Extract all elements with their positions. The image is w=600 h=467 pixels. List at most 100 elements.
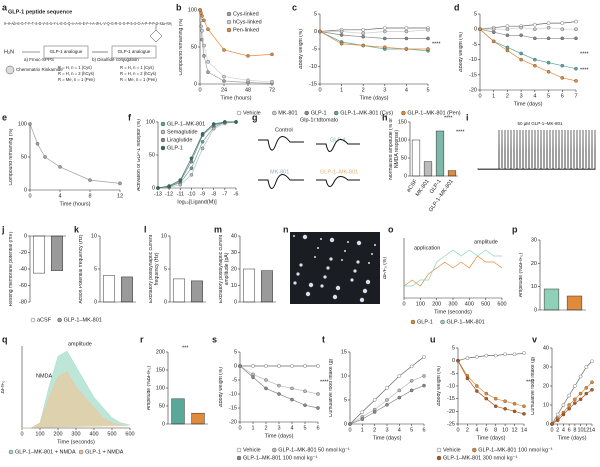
data-point bbox=[264, 386, 268, 391]
data-point bbox=[493, 353, 498, 358]
panel-letter: u bbox=[430, 334, 436, 344]
series-line bbox=[319, 31, 428, 39]
y-tick-label: 0 bbox=[234, 299, 237, 305]
cell bbox=[344, 250, 346, 252]
g-title: Glp-1r:tdtomato bbox=[300, 117, 338, 123]
y-axis-label: Cumulative food intake (g) bbox=[329, 358, 334, 418]
y-tick-label: 5 bbox=[474, 11, 477, 17]
analogue-box bbox=[43, 45, 89, 59]
y-tick-label: 150 bbox=[156, 367, 165, 373]
y-tick-label: 5 bbox=[452, 345, 455, 351]
x-tick-label: 2 bbox=[373, 427, 376, 433]
y-tick-label: -80 bbox=[19, 299, 27, 305]
panel-letter: v bbox=[532, 334, 537, 344]
cell bbox=[350, 278, 354, 282]
x-tick-label: 2 bbox=[362, 87, 365, 93]
x-tick-label: 5 bbox=[426, 87, 429, 93]
data-point bbox=[546, 21, 551, 25]
data-point bbox=[316, 406, 320, 410]
y-axis-label: ΔBody weight (%) bbox=[299, 29, 304, 69]
data-point bbox=[505, 33, 510, 38]
y-tick-label: -10 bbox=[309, 64, 317, 70]
resin-bead bbox=[5, 65, 15, 75]
legend-label: Pen-linked bbox=[233, 27, 259, 33]
y-axis-label: Amplitude (%ΔF/F₀) bbox=[147, 365, 152, 411]
legend-label: GLP-1–MK-801 (Cys) bbox=[340, 110, 393, 116]
y-tick-label: 100 bbox=[18, 121, 27, 127]
y-tick-label: 100 bbox=[146, 119, 155, 125]
y-axis-label-box: ΔF/F₀ (%) bbox=[383, 257, 388, 279]
structure bbox=[149, 24, 163, 43]
data-point bbox=[533, 27, 537, 31]
x-tick-label: 6 bbox=[568, 427, 571, 433]
data-point bbox=[189, 166, 194, 170]
legend-marker bbox=[160, 137, 166, 143]
cell bbox=[317, 247, 319, 249]
data-point bbox=[584, 365, 589, 369]
x-tick-label: -8 bbox=[211, 191, 216, 197]
data-point bbox=[303, 364, 307, 368]
data-point bbox=[590, 388, 594, 392]
x-axis-label: Time (seconds) bbox=[57, 439, 95, 445]
data-point bbox=[43, 155, 47, 159]
data-point bbox=[561, 403, 566, 407]
x-axis-label: log₁₀[Ligand(M)] bbox=[177, 199, 217, 205]
series-line bbox=[479, 28, 576, 39]
y-axis-label: Normalized amplitude (% of NMDA response… bbox=[389, 118, 400, 180]
y-tick-label: 30 bbox=[543, 364, 549, 370]
annotation: *** bbox=[182, 345, 189, 351]
data-point bbox=[465, 376, 470, 381]
cell bbox=[368, 262, 370, 264]
legend-marker bbox=[226, 11, 232, 17]
legend-label: GLP-1–MK-801 100 nmol kg⁻¹ bbox=[243, 455, 318, 461]
data-point bbox=[290, 397, 294, 402]
data-point bbox=[560, 21, 565, 25]
x-tick-label: 3 bbox=[383, 87, 386, 93]
data-point bbox=[206, 60, 210, 64]
x-tick-label: 0 bbox=[20, 431, 23, 437]
y-tick-label: -5 bbox=[450, 371, 455, 377]
y-axis-label: Action Potential frequency (Hz) bbox=[79, 234, 84, 304]
legend-marker bbox=[236, 455, 242, 461]
y-axis-label: Excitatory postsynaptic current frequenc… bbox=[149, 234, 160, 304]
cell bbox=[293, 281, 297, 285]
data-point bbox=[426, 36, 430, 41]
panel-letter: i bbox=[466, 112, 469, 122]
data-point bbox=[383, 26, 387, 30]
y-tick-label: 5 bbox=[344, 397, 347, 403]
data-point bbox=[409, 379, 414, 383]
x-axis-label: Time (days) bbox=[477, 435, 506, 441]
panel-letter: s bbox=[212, 334, 217, 344]
data-point bbox=[339, 33, 344, 37]
data-point bbox=[505, 48, 510, 53]
legend-marker bbox=[30, 317, 36, 323]
y-tick-label: 5 bbox=[164, 266, 167, 272]
data-point bbox=[505, 24, 510, 28]
data-point bbox=[475, 389, 479, 393]
data-point bbox=[574, 79, 578, 83]
data-point bbox=[88, 178, 92, 182]
y-tick-label: 30 bbox=[231, 250, 237, 256]
x-tick-label: 0 bbox=[456, 427, 459, 433]
voltage-trace bbox=[477, 129, 596, 171]
x-tick-label: 72 bbox=[269, 87, 275, 93]
data-point bbox=[58, 165, 62, 169]
cell bbox=[320, 238, 322, 240]
data-point bbox=[475, 384, 479, 388]
cell bbox=[329, 237, 335, 243]
panel-letter: o bbox=[388, 224, 394, 234]
r-label: R = H, n = 2 (hCys) bbox=[58, 71, 95, 76]
data-point bbox=[372, 410, 377, 414]
data-point bbox=[550, 422, 554, 426]
x-tick-label: 14 bbox=[521, 427, 527, 433]
y-axis-label-box: Cumulative food intake (g) bbox=[329, 358, 334, 418]
data-point bbox=[555, 412, 560, 417]
data-point bbox=[484, 396, 489, 401]
data-point bbox=[211, 126, 216, 131]
x-tick-label: 200 bbox=[53, 431, 62, 437]
sequence: H–H–Aib–E–G–T–F–T–S–D–V–S–S–Y–L–E–G–Q–A–… bbox=[4, 21, 172, 26]
data-point bbox=[246, 54, 250, 58]
data-point bbox=[546, 25, 551, 30]
step-1: a) Fmoc-SPPS bbox=[24, 57, 54, 62]
